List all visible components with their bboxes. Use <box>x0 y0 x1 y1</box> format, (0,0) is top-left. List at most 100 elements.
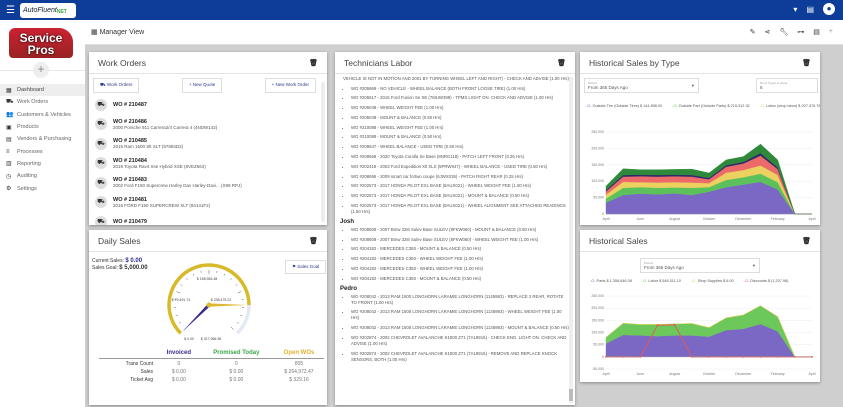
labor-item: WO #208568 - 2020 Toyota Corolla Se Base… <box>351 154 569 160</box>
field-value: 6 <box>760 85 763 90</box>
add-button[interactable]: + <box>33 62 49 78</box>
sidebar-item-customers-vehicles[interactable]: 👥 Customers & Vehicles <box>0 109 85 121</box>
scrollbar[interactable] <box>321 82 325 222</box>
car-icon: ⛟ <box>95 176 107 189</box>
period-select[interactable]: Period From 365 Days Ago ▾ <box>640 258 760 273</box>
gauge-tick <box>237 322 239 324</box>
work-order-item[interactable]: ⛟ WO # 210486 2000 Porsche 911 Carrera2/4 … <box>89 115 327 135</box>
autofluent-logo[interactable]: AutoFluent NET <box>20 2 76 18</box>
page-header: ▦ Manager View ✎ ⋖ 🔧︎ ⊶ ▤ + <box>85 20 843 45</box>
layout-icon[interactable]: ▤ <box>813 29 820 36</box>
labor-item: WO #204182 - MERCEDES C350 - WHEEL WEIGH… <box>351 266 569 272</box>
trash-icon[interactable]: 🗑︎ <box>309 237 318 245</box>
labor-item: WO #210088 - WHEEL WEIGHT FEE (1.00 Hrs) <box>351 125 569 131</box>
hamburger-menu-icon[interactable]: ☰ <box>6 4 15 16</box>
sidebar-item-products[interactable]: ▣ Products <box>0 121 85 133</box>
work-order-item[interactable]: ⛟ WO # 210487 <box>89 95 327 115</box>
chevron-down-icon: ▾ <box>691 83 694 88</box>
sidebar-item-label: Reporting <box>17 160 41 167</box>
sidebar-item-processes[interactable]: ≡ Processes <box>0 145 85 157</box>
gauge-tick <box>230 278 232 281</box>
logo-text: AutoFluent <box>23 6 57 14</box>
sidebar-item-label: Processes <box>17 148 43 155</box>
share-icon[interactable]: ⋖ <box>764 29 771 36</box>
x-tick-label: June <box>637 372 645 376</box>
types-to-show-field[interactable]: No of Types to show 6 <box>756 78 818 93</box>
wrench-icon[interactable]: 🔧︎ <box>779 29 789 36</box>
gauge-hub <box>206 302 212 308</box>
gauge-track <box>235 304 251 335</box>
dropdown-icon[interactable]: ▾ <box>793 4 798 14</box>
sidebar-item-reporting[interactable]: ▥ Reporting <box>0 158 85 170</box>
sidebar-item-auditing[interactable]: ◷ Auditing <box>0 170 85 182</box>
sidebar-item-label: Vendors & Purchasing <box>17 136 72 143</box>
labor-item: WO #206048 - WHEEL WEIGHT FEE (1.00 Hrs) <box>351 105 569 111</box>
legend-item[interactable]: -O- Outside Part (Outside Parts) $ 215,3… <box>672 104 754 108</box>
labor-item: WO #202573 - 2017 HONDA PILOT EXL BASE (… <box>351 193 569 199</box>
labor-item: WO #210088 - MOUNT & BALANCE (0.50 Hrs) <box>351 134 569 140</box>
x-tick-label: April <box>602 217 609 221</box>
labor-item: WO #206617 - 2016 Ford Fusion Se SE (7MU… <box>351 95 569 101</box>
sidebar-item-settings[interactable]: ⚙ Settings <box>0 182 85 194</box>
sales-goal: Sales Goal: $ 5,000.00 <box>92 265 148 272</box>
new-quote-button[interactable]: + New Quote <box>181 78 223 93</box>
work-order-vehicle: 2000 Porsche 911 Carrera2/4 Carrera 4 (4… <box>113 124 218 130</box>
x-tick-label: August <box>669 372 680 376</box>
legend-label: Shop Supplies $ 6.00 <box>697 279 734 283</box>
gauge-tick <box>235 284 238 286</box>
work-orders-button[interactable]: ⛟ Work Orders <box>93 78 140 93</box>
work-order-number: WO # 210485 <box>113 138 147 145</box>
add-icon[interactable]: + <box>828 28 833 35</box>
sales-goal-button[interactable]: ⚑ Sales Goal <box>285 260 327 274</box>
sidebar-item-work-orders[interactable]: ⛟ Work Orders <box>0 96 85 108</box>
work-order-item[interactable]: ⛟ WO # 210485 2015 Ram 1500 Slt SLT (97894… <box>89 134 327 154</box>
car-icon: ⛟ <box>95 98 107 111</box>
account-icon[interactable]: ● <box>823 3 835 15</box>
period-select[interactable]: Period From 365 Days Ago ▾ <box>584 78 699 93</box>
labor-list: WO #208042 - 2013 RAM 1500 LONGHORN LARA… <box>343 294 569 363</box>
sidebar-item-vendors-purchasing[interactable]: ▤ Vendors & Purchasing <box>0 133 85 145</box>
card-title: Historical Sales <box>589 235 648 246</box>
legend-item[interactable]: -O- Shop Supplies $ 6.00 <box>691 279 739 283</box>
technician-name: Pedro <box>340 285 358 292</box>
work-order-item[interactable]: ⛟ WO # 210484 2019 Toyota Rav4 Xse Hybrid … <box>89 154 327 174</box>
legend-item[interactable]: -O- Labor $ 548,311.10 <box>642 279 686 283</box>
new-work-order-button[interactable]: + New Work Order <box>264 78 316 93</box>
sidebar-icon: ◷ <box>6 173 12 180</box>
legend-item[interactable]: -O- Labor (shop labor) $ 207,376.78 <box>760 104 820 108</box>
work-order-item[interactable]: ⛟ WO # 210479 <box>89 212 327 225</box>
cell-value: $ 0.00 <box>171 377 186 383</box>
hierarchy-icon[interactable]: ⊶ <box>797 29 805 36</box>
trash-icon[interactable]: 🗑︎ <box>802 237 811 245</box>
table-row: Sales $ 0.00 $ 0.00 $ 264,972.47 <box>99 367 324 375</box>
column-header: Promised Today <box>198 350 274 359</box>
y-tick-label: 200,000 <box>591 306 604 310</box>
invoiced-needle <box>182 303 211 332</box>
scrollbar[interactable] <box>569 77 573 403</box>
gauge-tick <box>240 314 243 317</box>
daily-sales-table: Invoiced Promised Today Open WOs Trans Coun… <box>99 350 324 383</box>
technicians-labor-card: Technicians Labor 🗑︎ VEHICLE IS NOT IN MO… <box>335 52 575 405</box>
legend-item[interactable]: -O- Outside Tire (Outside Tires) $ 144,8… <box>586 104 667 108</box>
x-tick-label: April <box>602 372 609 376</box>
trash-icon[interactable]: 🗑︎ <box>309 59 318 67</box>
work-order-item[interactable]: ⛟ WO # 210483 2002 Ford F150 Supercrew Har… <box>89 173 327 193</box>
sidebar-icon: ▦ <box>6 87 12 94</box>
work-order-item[interactable]: ⛟ WO # 210481 2016 FORD F150 SUPERCREW XLT… <box>89 193 327 213</box>
chat-icon[interactable]: ▤ <box>806 4 814 14</box>
legend-marker-icon: -O- <box>590 279 597 283</box>
legend-item[interactable]: -O- Discounts $ (1,207.98) <box>744 279 794 283</box>
edit-icon[interactable]: ✎ <box>749 29 756 36</box>
historical-sales-card: Historical Sales 🗑︎ Period From 365 Days A… <box>580 230 820 382</box>
sidebar-item-dashboard[interactable]: ▦ Dashboard <box>0 84 85 97</box>
x-tick-label: August <box>669 217 680 221</box>
y-tick-label: 100,000 <box>591 331 604 335</box>
legend-item[interactable]: -O- Parts $ 1,358,646.08 <box>590 279 637 283</box>
labor-item: WO #202573 - 2017 HONDA PILOT EXL BASE (… <box>351 203 569 215</box>
x-tick-label: June <box>637 217 645 221</box>
legend-marker-icon: -O- <box>759 104 767 108</box>
trash-icon[interactable]: 🗑︎ <box>557 59 566 67</box>
trash-icon[interactable]: 🗑︎ <box>802 59 811 67</box>
work-order-list: ⛟ WO # 210487 ⛟ WO # 210486 2000 Porsche 911… <box>89 95 327 225</box>
work-order-number: WO # 210486 <box>113 118 147 125</box>
